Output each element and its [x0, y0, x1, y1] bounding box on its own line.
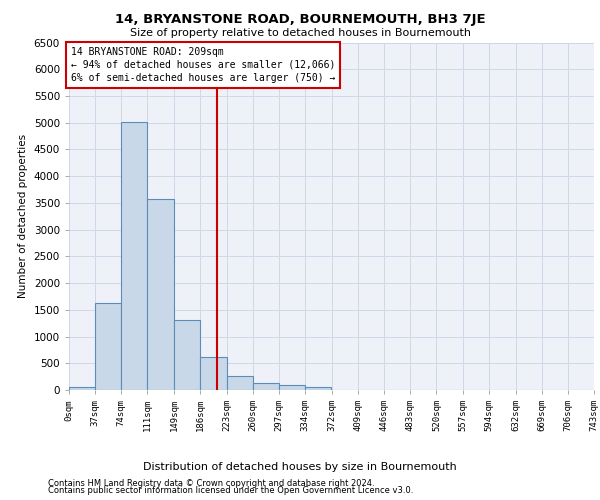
Bar [227, 376, 253, 390]
Bar [253, 383, 279, 390]
Text: Distribution of detached houses by size in Bournemouth: Distribution of detached houses by size … [143, 462, 457, 472]
Text: 14, BRYANSTONE ROAD, BOURNEMOUTH, BH3 7JE: 14, BRYANSTONE ROAD, BOURNEMOUTH, BH3 7J… [115, 12, 485, 26]
Bar [279, 384, 305, 390]
Bar [305, 387, 331, 390]
Bar [95, 304, 121, 390]
Text: Contains HM Land Registry data © Crown copyright and database right 2024.: Contains HM Land Registry data © Crown c… [48, 478, 374, 488]
Text: Contains public sector information licensed under the Open Government Licence v3: Contains public sector information licen… [48, 486, 413, 495]
Text: Size of property relative to detached houses in Bournemouth: Size of property relative to detached ho… [130, 28, 470, 38]
Text: 14 BRYANSTONE ROAD: 209sqm
← 94% of detached houses are smaller (12,066)
6% of s: 14 BRYANSTONE ROAD: 209sqm ← 94% of deta… [71, 47, 335, 83]
Y-axis label: Number of detached properties: Number of detached properties [18, 134, 28, 298]
Bar [174, 320, 200, 390]
Bar [148, 198, 173, 390]
Bar [200, 358, 227, 390]
Bar [121, 122, 148, 390]
Bar [69, 388, 95, 390]
